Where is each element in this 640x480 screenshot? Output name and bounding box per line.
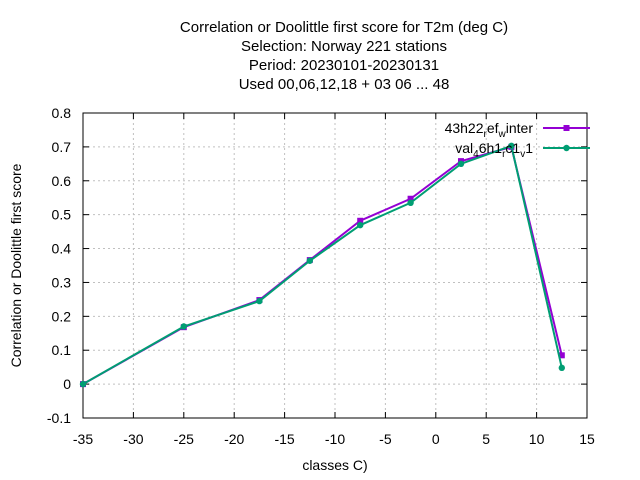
legend-subscript: r	[502, 149, 506, 160]
y-axis-label: Correlation or Doolittle first score	[8, 163, 24, 367]
series-1-point	[508, 142, 515, 150]
series-1-point	[180, 323, 187, 330]
y-tick-label: 0	[63, 376, 71, 392]
x-tick-label: -20	[224, 431, 244, 447]
series-0-point	[558, 352, 565, 359]
legend-sample-marker	[563, 125, 570, 131]
legend-subscript: 4	[473, 149, 479, 160]
chart-title-line: Period: 20230101-20230131	[249, 57, 439, 74]
legend-text-part: 43h22	[445, 120, 484, 136]
x-tick-label: -15	[274, 431, 294, 447]
x-tick-label: 15	[579, 431, 595, 447]
series-0-point	[357, 217, 364, 224]
legend-subscript: v	[520, 149, 525, 160]
legend-text-part: inter	[506, 120, 534, 136]
series-1-point	[357, 221, 364, 229]
y-tick-label: 0.3	[52, 274, 72, 290]
legend-entry-label: val46h1rc1v1	[455, 140, 533, 160]
x-tick-label: -10	[325, 431, 345, 447]
chart-title-line: Selection: Norway 221 stations	[241, 38, 447, 55]
legend-subscript: r	[484, 129, 488, 140]
legend-text-part: 1	[525, 140, 533, 156]
y-tick-label: 0.8	[52, 105, 72, 121]
x-axis-label: classes C)	[302, 457, 367, 473]
chart-title-line: Correlation or Doolittle first score for…	[180, 19, 508, 36]
y-tick-label: 0.1	[52, 342, 72, 358]
series-0-point	[407, 195, 414, 202]
y-tick-labels: -0.1 0 0.1 0.2 0.3 0.4 0.5 0.6 0.7 0.8	[47, 105, 71, 426]
x-tick-labels: -35 -30 -25 -20 -15 -10 -5 0 5 10 15	[73, 431, 595, 447]
chart-title-line: Used 00,06,12,18 + 03 06 ... 48	[239, 76, 450, 93]
y-tick-label: 0.7	[52, 139, 72, 155]
axis-ticks	[82, 112, 588, 419]
legend-text-part: val	[455, 140, 473, 156]
series-1-line	[82, 144, 563, 385]
grid	[83, 113, 587, 418]
y-tick-label: 0.4	[52, 241, 72, 257]
series-1-point	[407, 199, 414, 207]
y-tick-label: 0.6	[52, 173, 72, 189]
legend-text-part: 6h1	[479, 140, 503, 156]
series-0	[80, 143, 565, 388]
series-1-point	[306, 257, 313, 264]
legend-text-part: c1	[505, 140, 520, 156]
x-tick-label: -5	[379, 431, 392, 447]
x-tick-label: -30	[123, 431, 143, 447]
series-1	[79, 142, 565, 388]
chart-title: Correlation or Doolittle first score for…	[180, 19, 508, 93]
series-1-point	[457, 160, 465, 168]
y-tick-label: 0.2	[52, 308, 72, 324]
y-tick-label: -0.1	[47, 410, 71, 426]
x-tick-label: 10	[529, 431, 545, 447]
y-tick-label: 0.5	[52, 207, 72, 223]
legend-text-part: ef	[487, 120, 499, 136]
legend-entry-label: 43h22refwinter	[445, 120, 534, 140]
legend-sample-marker	[563, 144, 570, 152]
x-tick-label: 0	[432, 431, 440, 447]
series-0-line	[82, 145, 563, 385]
x-tick-label: 5	[482, 431, 490, 447]
legend-subscript: w	[498, 129, 507, 140]
series	[79, 142, 565, 388]
series-1-point	[79, 380, 87, 388]
series-1-point	[558, 364, 565, 372]
series-1-point	[256, 297, 263, 305]
x-tick-label: -25	[174, 431, 194, 447]
x-tick-label: -35	[73, 431, 93, 447]
